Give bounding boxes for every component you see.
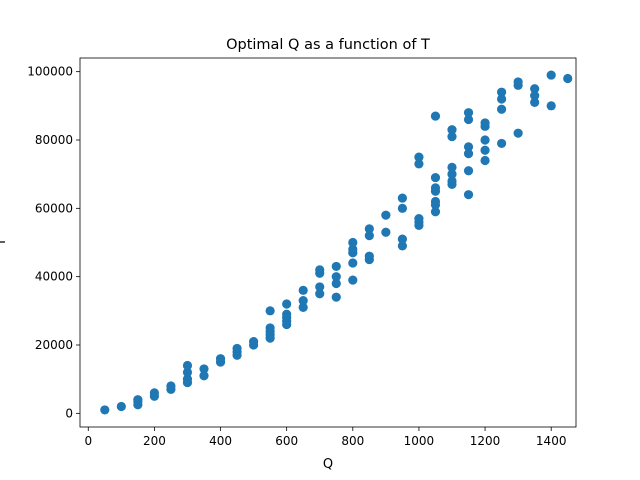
data-point: [430, 183, 441, 193]
data-point: [364, 251, 374, 261]
data-point: [546, 101, 556, 111]
data-point: [430, 172, 441, 183]
data-point: [463, 166, 474, 176]
y-tick-label: 100000: [27, 65, 73, 79]
data-point: [100, 405, 110, 415]
data-point: [348, 244, 358, 254]
data-point: [348, 258, 358, 268]
data-point: [513, 77, 523, 87]
data-point: [397, 203, 407, 213]
data-point: [265, 306, 275, 316]
chart-title: Optimal Q as a function of T: [226, 37, 430, 53]
data-point: [463, 114, 474, 125]
data-point: [530, 90, 540, 101]
data-point: [364, 224, 374, 234]
x-tick-label: 1400: [536, 434, 567, 448]
data-point: [480, 145, 490, 155]
x-axis-label: Q: [323, 457, 333, 472]
data-points: [100, 70, 573, 415]
data-point: [348, 275, 358, 285]
data-point: [381, 210, 391, 220]
data-point: [447, 125, 457, 135]
data-point: [149, 388, 159, 398]
data-point: [282, 299, 292, 309]
data-point: [480, 135, 490, 145]
x-tick-label: 0: [84, 434, 92, 448]
data-point: [546, 70, 556, 80]
data-point: [348, 237, 358, 248]
data-point: [463, 108, 474, 118]
x-tick-label: 200: [143, 434, 166, 448]
data-point: [397, 193, 407, 203]
data-point: [530, 84, 540, 94]
data-point: [397, 241, 407, 251]
data-point: [182, 360, 193, 371]
data-point: [414, 159, 424, 169]
data-point: [397, 234, 407, 244]
data-point: [331, 261, 341, 272]
data-point: [215, 354, 226, 364]
data-point: [447, 169, 457, 179]
data-point: [430, 207, 441, 217]
data-point: [497, 104, 507, 114]
data-point: [430, 196, 441, 207]
data-point: [298, 285, 308, 295]
data-point: [232, 343, 242, 354]
data-point: [133, 395, 143, 405]
data-point: [331, 292, 341, 302]
y-tick-label: 0: [65, 406, 73, 420]
data-point: [563, 73, 573, 84]
axis-ticks: 0 200 400 600 800 1000 1200 1400 0 20000 40000 6000…: [27, 65, 566, 448]
y-tick-label: 20000: [35, 338, 73, 352]
data-point: [364, 231, 374, 241]
data-point: [447, 131, 457, 142]
data-point: [116, 401, 126, 412]
data-point: [199, 364, 209, 374]
data-point: [199, 371, 209, 381]
data-point: [414, 152, 424, 162]
y-tick-label: 60000: [35, 201, 73, 215]
data-point: [480, 155, 490, 166]
x-tick-label: 400: [209, 434, 232, 448]
data-point: [463, 142, 474, 152]
data-point: [265, 323, 275, 333]
data-point: [447, 176, 457, 186]
data-point: [298, 295, 308, 306]
y-axis-label: T: [0, 238, 9, 247]
data-point: [315, 282, 325, 292]
data-point: [381, 227, 391, 237]
data-point: [182, 374, 193, 384]
data-point: [513, 128, 523, 138]
data-point: [331, 272, 341, 282]
y-tick-label: 80000: [35, 133, 73, 147]
data-point: [282, 309, 292, 319]
data-point: [414, 213, 424, 224]
data-point: [480, 118, 490, 128]
data-point: [447, 162, 457, 172]
data-point: [497, 87, 507, 97]
x-tick-label: 800: [341, 434, 364, 448]
data-point: [249, 336, 259, 347]
data-point: [182, 367, 193, 377]
data-point: [166, 381, 176, 391]
y-tick-label: 40000: [35, 270, 73, 284]
data-point: [497, 94, 507, 104]
x-tick-label: 1000: [404, 434, 435, 448]
data-point: [463, 149, 474, 159]
data-point: [430, 111, 441, 121]
data-point: [331, 278, 341, 289]
data-point: [315, 289, 325, 299]
data-point: [497, 138, 507, 149]
x-tick-label: 1200: [470, 434, 501, 448]
data-point: [463, 190, 474, 200]
x-tick-label: 600: [275, 434, 298, 448]
data-point: [315, 265, 325, 275]
data-point: [298, 302, 308, 313]
plot-frame: [79, 57, 577, 428]
data-point: [530, 97, 540, 108]
